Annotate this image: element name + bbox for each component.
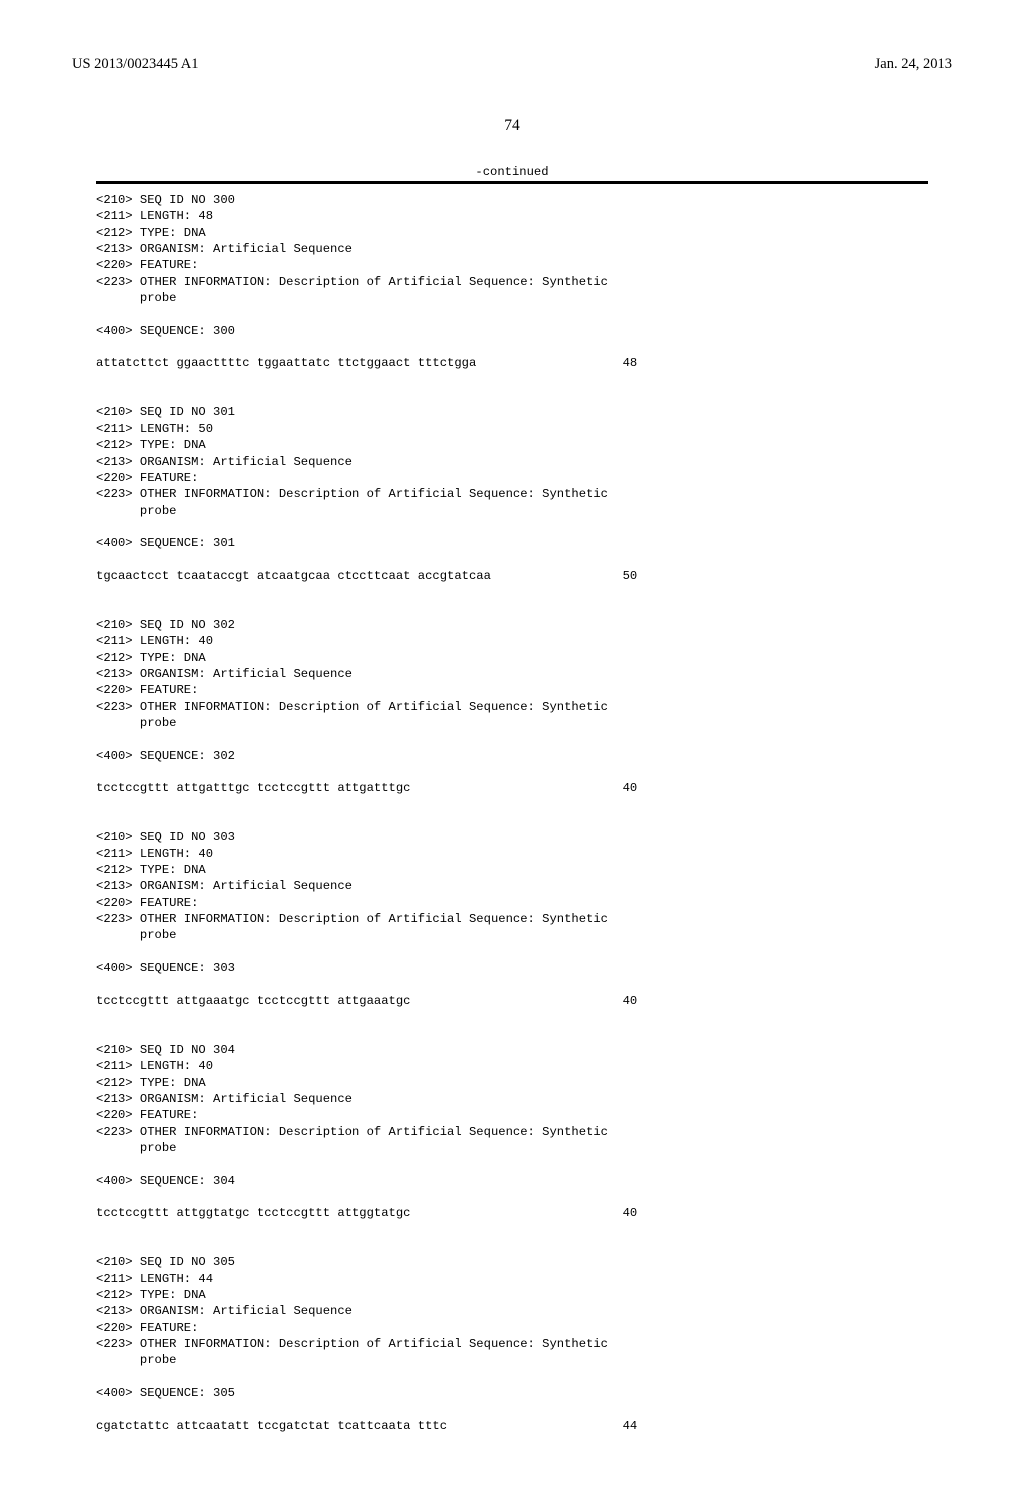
horizontal-rule xyxy=(96,181,928,184)
publication-date: Jan. 24, 2013 xyxy=(875,56,952,73)
page-number: 74 xyxy=(72,117,952,135)
continued-label: -continued xyxy=(72,165,952,179)
sequence-listing: <210> SEQ ID NO 300 <211> LENGTH: 48 <21… xyxy=(96,192,928,1467)
publication-number: US 2013/0023445 A1 xyxy=(72,56,199,73)
page-header: US 2013/0023445 A1 Jan. 24, 2013 xyxy=(72,56,952,73)
patent-page: US 2013/0023445 A1 Jan. 24, 2013 74 -con… xyxy=(0,0,1024,1507)
